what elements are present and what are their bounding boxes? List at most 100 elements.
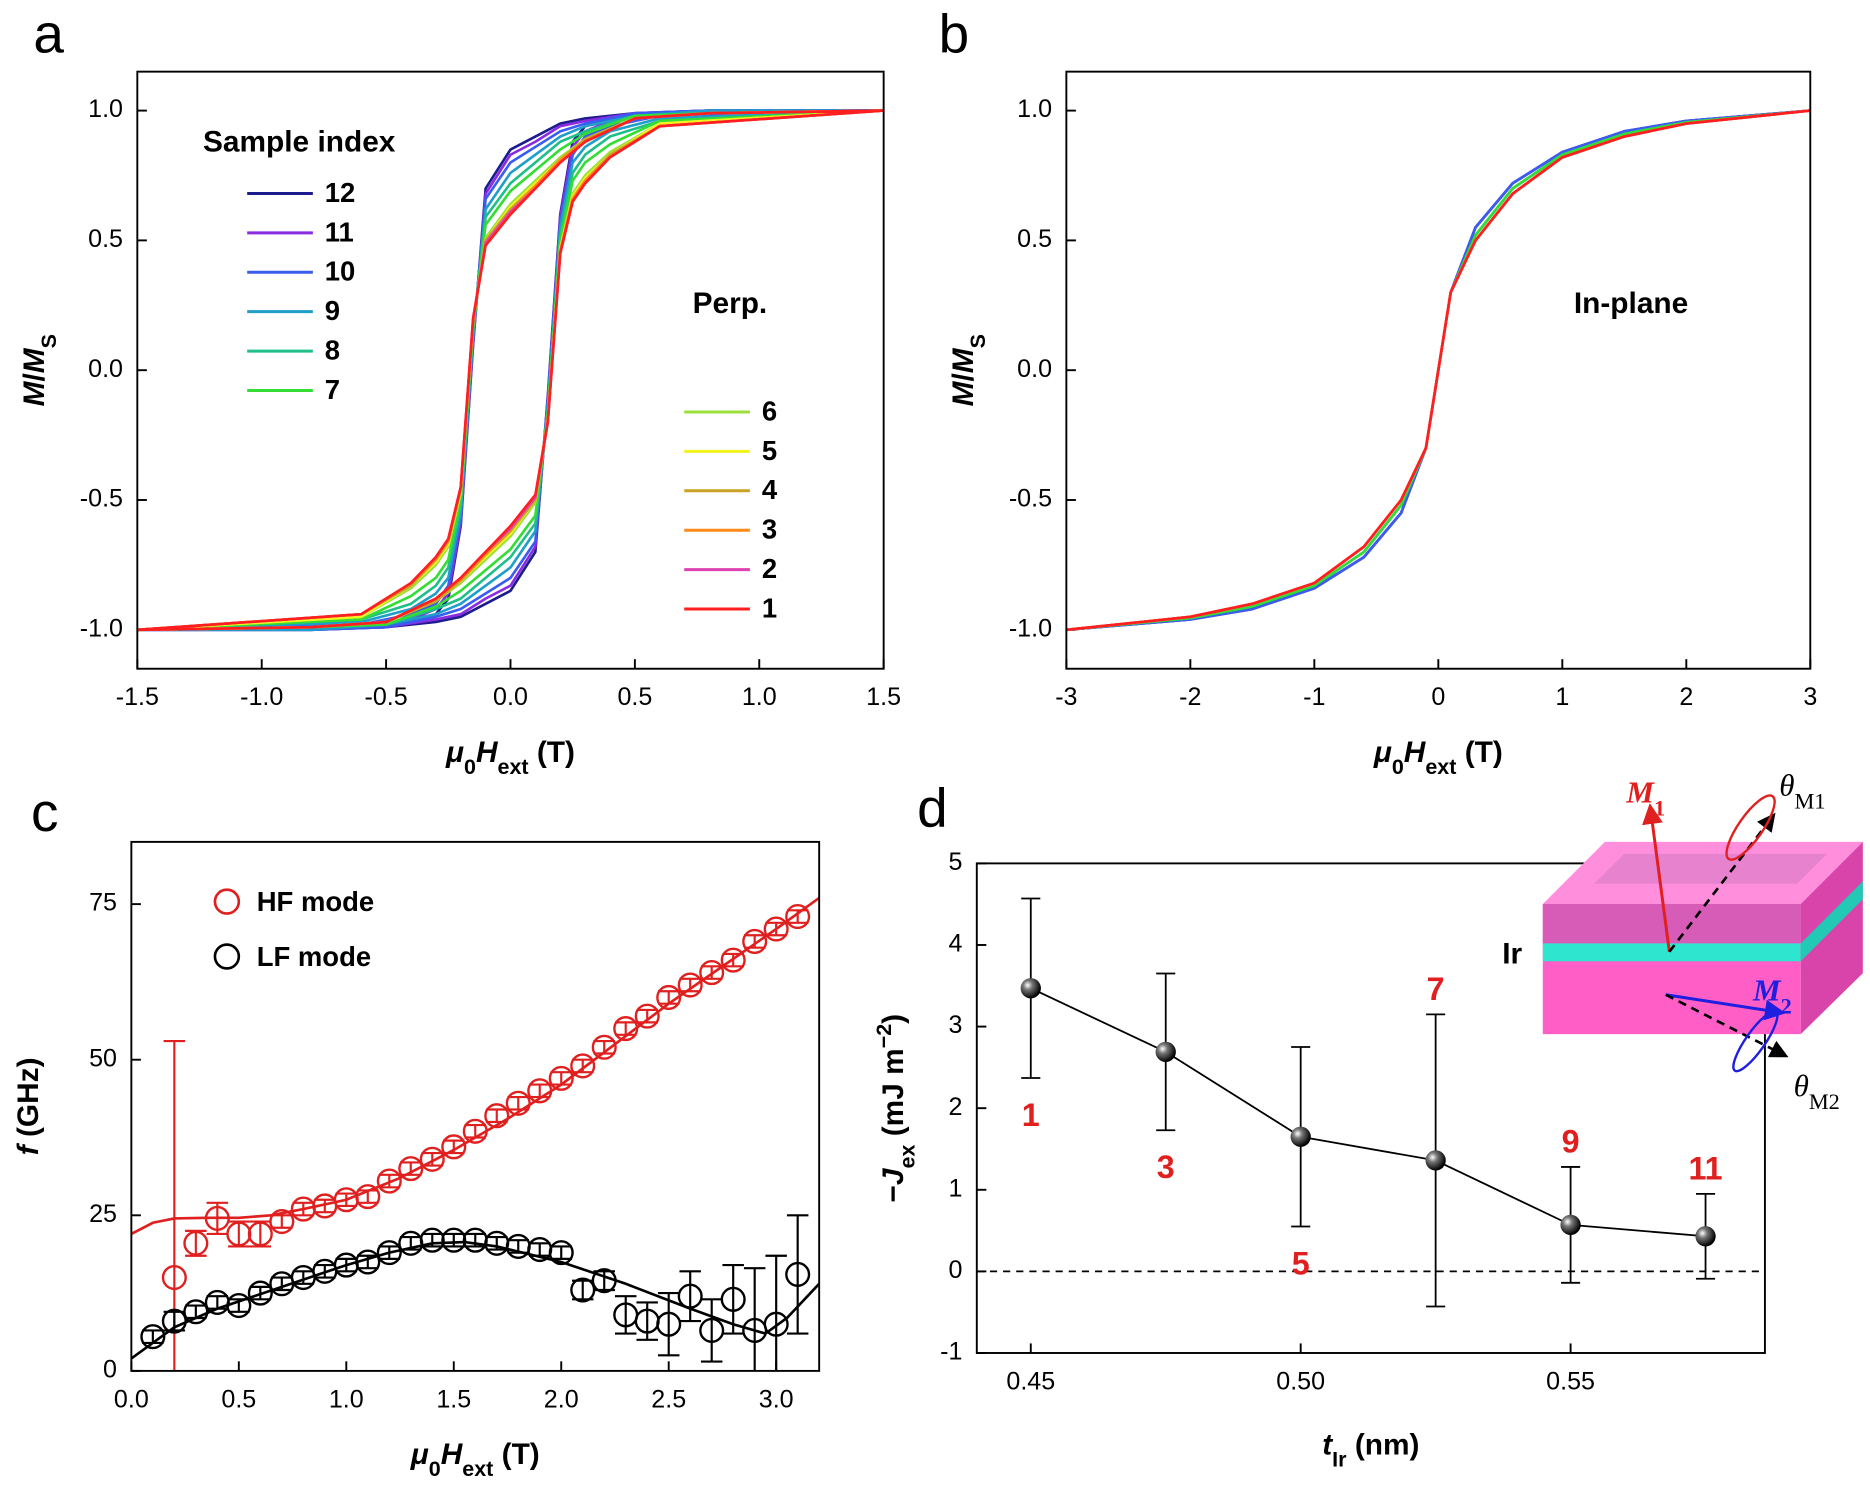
m2-precession — [1732, 1010, 1779, 1073]
error-bar — [400, 1236, 422, 1251]
x-tick-label: 0.5 — [221, 1385, 256, 1413]
y-axis-label-part: (GHz) — [12, 1057, 45, 1145]
series-line — [137, 109, 884, 632]
data-point — [1695, 1226, 1716, 1247]
annotation: In-plane — [1574, 287, 1688, 320]
x-axis-label-part: μ — [410, 1438, 429, 1471]
error-bar — [443, 1232, 465, 1248]
y-tick-label: 0.5 — [1017, 225, 1052, 253]
y-axis-label-part: M — [18, 347, 51, 373]
series-line — [137, 109, 884, 632]
legend-label: HF mode — [257, 886, 374, 917]
y-tick-label: 3 — [949, 1011, 963, 1039]
plot-frame — [130, 840, 821, 1372]
error-bar — [507, 1239, 529, 1254]
layer-side — [1800, 841, 1863, 1035]
error-bar — [443, 1139, 465, 1155]
plot-frame — [136, 70, 885, 670]
y-tick-label: 0.0 — [1017, 355, 1052, 383]
data-point — [699, 960, 725, 986]
data-point — [247, 1221, 273, 1247]
error-bar — [679, 977, 701, 993]
data-point — [226, 1293, 252, 1319]
data-point — [183, 1299, 209, 1325]
error-bar — [528, 1083, 551, 1099]
legend-label: 9 — [325, 295, 340, 326]
plot-frame — [1065, 70, 1812, 670]
panel-label: c — [31, 781, 58, 843]
legend-label: 10 — [325, 256, 356, 287]
y-axis-label-part: / — [18, 373, 51, 381]
x-axis-label-part: (nm) — [1347, 1428, 1420, 1461]
error-bar — [357, 1254, 379, 1270]
series-line — [137, 109, 884, 632]
error-bar — [550, 1071, 572, 1086]
panel-label: b — [939, 3, 970, 65]
data-point — [763, 1311, 789, 1337]
error-bar — [292, 1270, 315, 1285]
x-axis-label-part: H — [476, 736, 499, 769]
data-point — [677, 1283, 703, 1309]
layer-upper — [1542, 903, 1801, 944]
error-bar — [335, 1257, 358, 1273]
x-axis-label-part: (T) — [493, 1438, 539, 1471]
x-tick-label: 1.0 — [329, 1385, 364, 1413]
point-label: 9 — [1562, 1124, 1580, 1160]
data-point — [1290, 1126, 1311, 1147]
series-line — [1030, 987, 1706, 1238]
x-tick-label: -1.5 — [116, 683, 159, 711]
error-bar — [314, 1198, 336, 1214]
error-bar — [206, 1295, 229, 1310]
legend-label: 6 — [762, 395, 777, 426]
y-axis-label-part: −2 — [872, 1024, 896, 1049]
x-tick-label: -3 — [1055, 683, 1077, 711]
point-label: 1 — [1022, 1097, 1040, 1133]
error-bar — [614, 1295, 637, 1335]
x-axis-label: μ0Hext (T) — [1373, 736, 1503, 779]
error-bar — [464, 1232, 487, 1248]
y-tick-label: 2 — [949, 1093, 963, 1121]
data-point — [1020, 978, 1041, 999]
y-tick-label: 5 — [949, 848, 963, 876]
theta-m2-label-part: M2 — [1809, 1089, 1840, 1114]
y-tick-label: 1 — [949, 1174, 963, 1202]
m2-label-part: M — [1752, 973, 1782, 1008]
x-axis-label-part: H — [441, 1438, 464, 1471]
x-tick-label: 2.0 — [544, 1385, 579, 1413]
theta-m2-label: θM2 — [1794, 1068, 1840, 1114]
point-label: 5 — [1292, 1245, 1310, 1281]
y-axis-label-part: S — [966, 334, 990, 348]
data-point — [548, 1240, 574, 1266]
data-point — [720, 1286, 746, 1312]
error-bar — [507, 1095, 529, 1111]
legend-label: 4 — [762, 474, 778, 505]
ir-label: Ir — [1502, 938, 1522, 971]
legend-label: 1 — [762, 592, 777, 623]
error-bar — [142, 1329, 164, 1344]
error-bar — [185, 1304, 207, 1320]
data-point — [656, 1311, 682, 1337]
y-axis-label-part: ex — [896, 1144, 920, 1168]
y-tick-label: 25 — [89, 1200, 117, 1228]
y-tick-label: -1.0 — [80, 614, 123, 642]
layer-top-slab — [1594, 853, 1828, 884]
m1-label-part: M — [1625, 774, 1655, 809]
series-line — [137, 109, 884, 632]
y-tick-label: -1.0 — [1009, 614, 1052, 642]
x-axis-label-part: (T) — [529, 736, 575, 769]
data-point — [376, 1240, 402, 1266]
error-bar — [464, 1123, 487, 1139]
y-tick-label: 1.0 — [88, 95, 123, 123]
data-point — [161, 1308, 187, 1334]
y-tick-label: -1 — [940, 1338, 962, 1366]
theta-m2-label-part: θ — [1794, 1068, 1809, 1103]
data-point — [699, 1317, 725, 1343]
error-bar — [292, 1201, 315, 1217]
legend-label: LF mode — [257, 941, 371, 972]
y-tick-label: 4 — [949, 930, 963, 958]
legend-label: 8 — [325, 335, 340, 366]
x-tick-label: 1.0 — [742, 683, 777, 711]
error-bar — [636, 1008, 658, 1024]
data-point — [591, 1034, 617, 1060]
data-point — [785, 904, 811, 930]
